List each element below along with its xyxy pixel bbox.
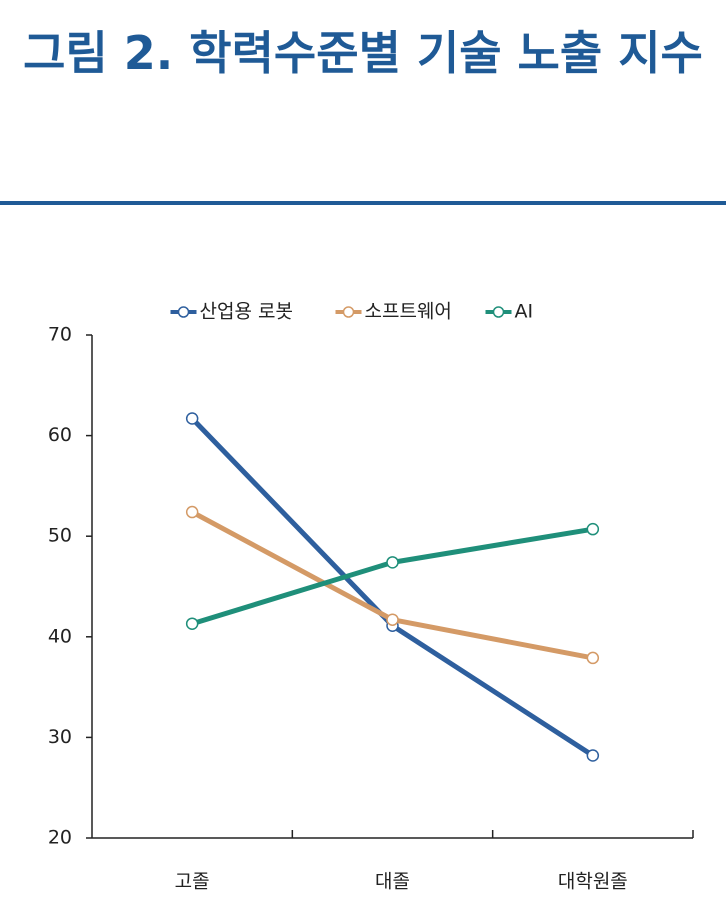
y-tick-label: 30 [48,726,72,748]
y-tick-label: 60 [48,424,72,446]
y-tick-label: 40 [48,625,72,647]
y-tick-label: 70 [48,324,72,346]
point [586,749,600,762]
point [586,522,600,536]
x-tick-label: 대졸 [375,871,410,893]
point [386,556,399,569]
legend-label: 소프트웨어 [365,301,452,323]
legend-marker [492,306,505,318]
series-line [189,509,596,661]
title-rule [0,201,726,205]
point [185,617,199,630]
legend-marker [177,306,190,318]
point [185,412,199,425]
point [586,651,600,665]
chart-title: 그림 2. 학력수준별 기술 노출 지수 [23,26,703,80]
x-tick-label: 대학원졸 [558,871,628,893]
legend-label: 산업용 로봇 [200,301,293,323]
x-tick-label: 고졸 [175,871,210,893]
point [386,613,399,626]
y-tick-label: 20 [48,827,72,849]
legend-label: AI [515,301,534,323]
series-line [189,415,596,759]
legend-marker [342,306,355,318]
point [185,505,199,519]
y-tick-label: 50 [48,525,72,547]
